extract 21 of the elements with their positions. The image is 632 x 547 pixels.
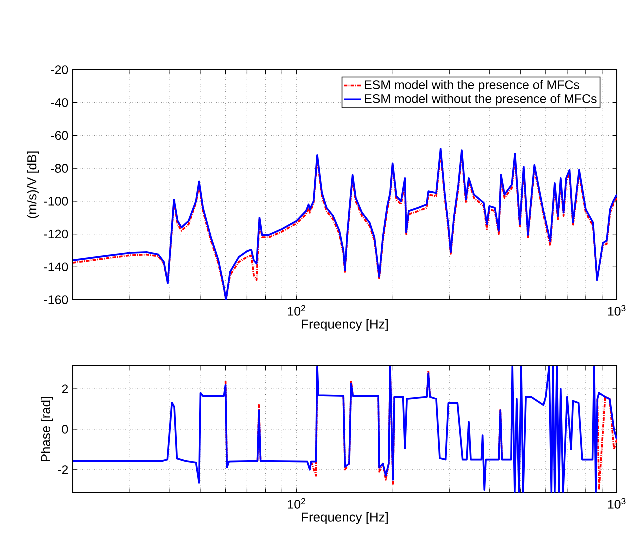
x-tick-label: 10$^{3}$: [608, 305, 626, 316]
x-axis-title: Frequency [Hz]: [302, 512, 388, 524]
y-tick-label: -140: [44, 262, 68, 272]
x-tick-label: 10$^{2}$: [288, 305, 306, 316]
y-tick-label: -80: [51, 164, 68, 173]
y-tick-label: 2: [62, 384, 68, 394]
y-axis-title: Phase [rad]: [41, 397, 54, 462]
y-tick-label: -100: [44, 197, 68, 206]
y-tick-label: -60: [51, 131, 68, 140]
legend-label: ESM model with the presence of MFCs: [365, 80, 580, 92]
y-tick-label: -160: [44, 296, 68, 304]
x-tick-label: 10$^{3}$: [608, 498, 626, 509]
legend-label: ESM model without the presence of MFCs: [365, 94, 597, 106]
y-tick-label: -20: [51, 66, 68, 74]
y-tick-label: 0: [62, 425, 68, 434]
y-axis-title: (m/s)/V [dB]: [27, 152, 40, 218]
x-tick-label: 10$^{2}$: [288, 498, 306, 509]
y-tick-label: -2: [58, 466, 68, 474]
x-axis-title: Frequency [Hz]: [302, 319, 388, 332]
y-tick-label: -40: [51, 98, 68, 108]
y-tick-label: -120: [44, 230, 68, 239]
